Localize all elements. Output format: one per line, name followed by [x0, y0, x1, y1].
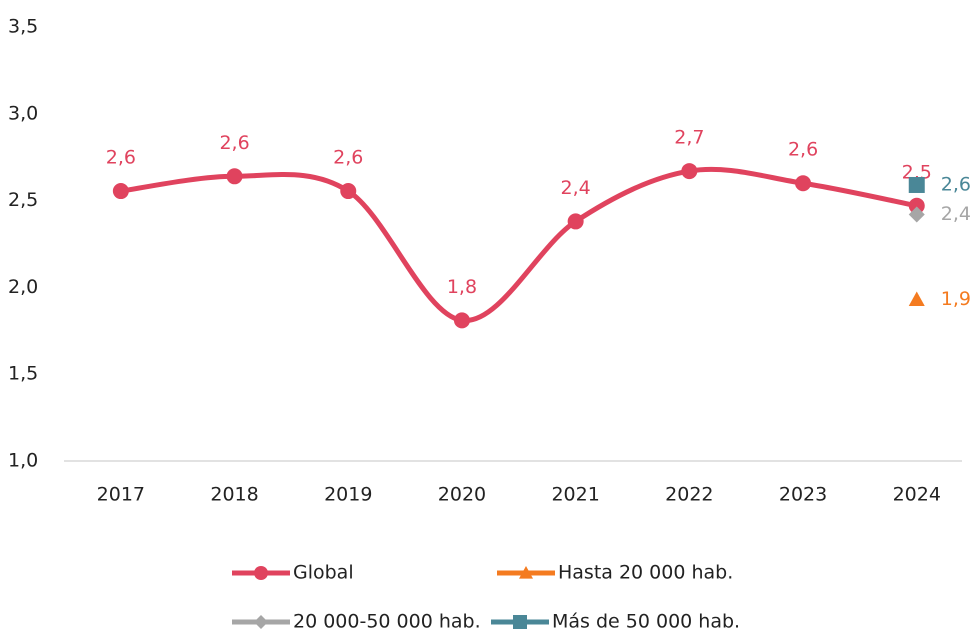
y-tick-label: 2,0 [8, 276, 38, 298]
legend-label: Más de 50 000 hab. [552, 611, 740, 632]
data-label: 1,8 [447, 276, 477, 298]
y-tick-label: 3,0 [8, 102, 38, 124]
legend-label: Hasta 20 000 hab. [558, 562, 733, 584]
x-tick-label: 2023 [779, 484, 827, 506]
y-tick-label: 1,5 [8, 363, 38, 385]
legend-marker [513, 615, 527, 629]
legend-marker [254, 566, 268, 580]
data-label: 2,6 [788, 139, 818, 161]
data-label: 1,9 [941, 288, 971, 310]
point [681, 163, 698, 180]
x-tick-label: 2022 [665, 484, 713, 506]
y-tick-label: 1,0 [8, 450, 38, 472]
x-tick-label: 2018 [210, 484, 258, 506]
data-label: 2,6 [941, 173, 971, 195]
point [908, 291, 925, 306]
legend-marker [519, 566, 533, 579]
x-tick-label: 2019 [324, 484, 372, 506]
data-label: 2,6 [219, 132, 249, 154]
point [112, 183, 129, 200]
x-tick-label: 2024 [893, 484, 941, 506]
y-tick-label: 3,5 [8, 16, 38, 38]
data-label: 2,4 [561, 177, 591, 199]
point [340, 183, 357, 200]
data-label: 2,4 [941, 203, 971, 225]
data-label: 2,6 [106, 147, 136, 169]
point [226, 168, 243, 185]
x-tick-label: 2020 [438, 484, 486, 506]
x-tick-label: 2021 [551, 484, 599, 506]
point [908, 176, 925, 193]
point [908, 197, 925, 214]
legend-label: 20 000-50 000 hab. [293, 611, 481, 632]
y-tick-label: 2,5 [8, 189, 38, 211]
point [567, 213, 584, 230]
legend-label: Global [293, 562, 354, 584]
point [908, 206, 925, 223]
point [795, 175, 812, 192]
point [453, 312, 470, 329]
x-tick-label: 2017 [97, 484, 145, 506]
series-line [118, 166, 920, 323]
data-label: 2,7 [674, 127, 704, 149]
data-label: 2,6 [333, 147, 363, 169]
legend-marker [254, 615, 268, 629]
